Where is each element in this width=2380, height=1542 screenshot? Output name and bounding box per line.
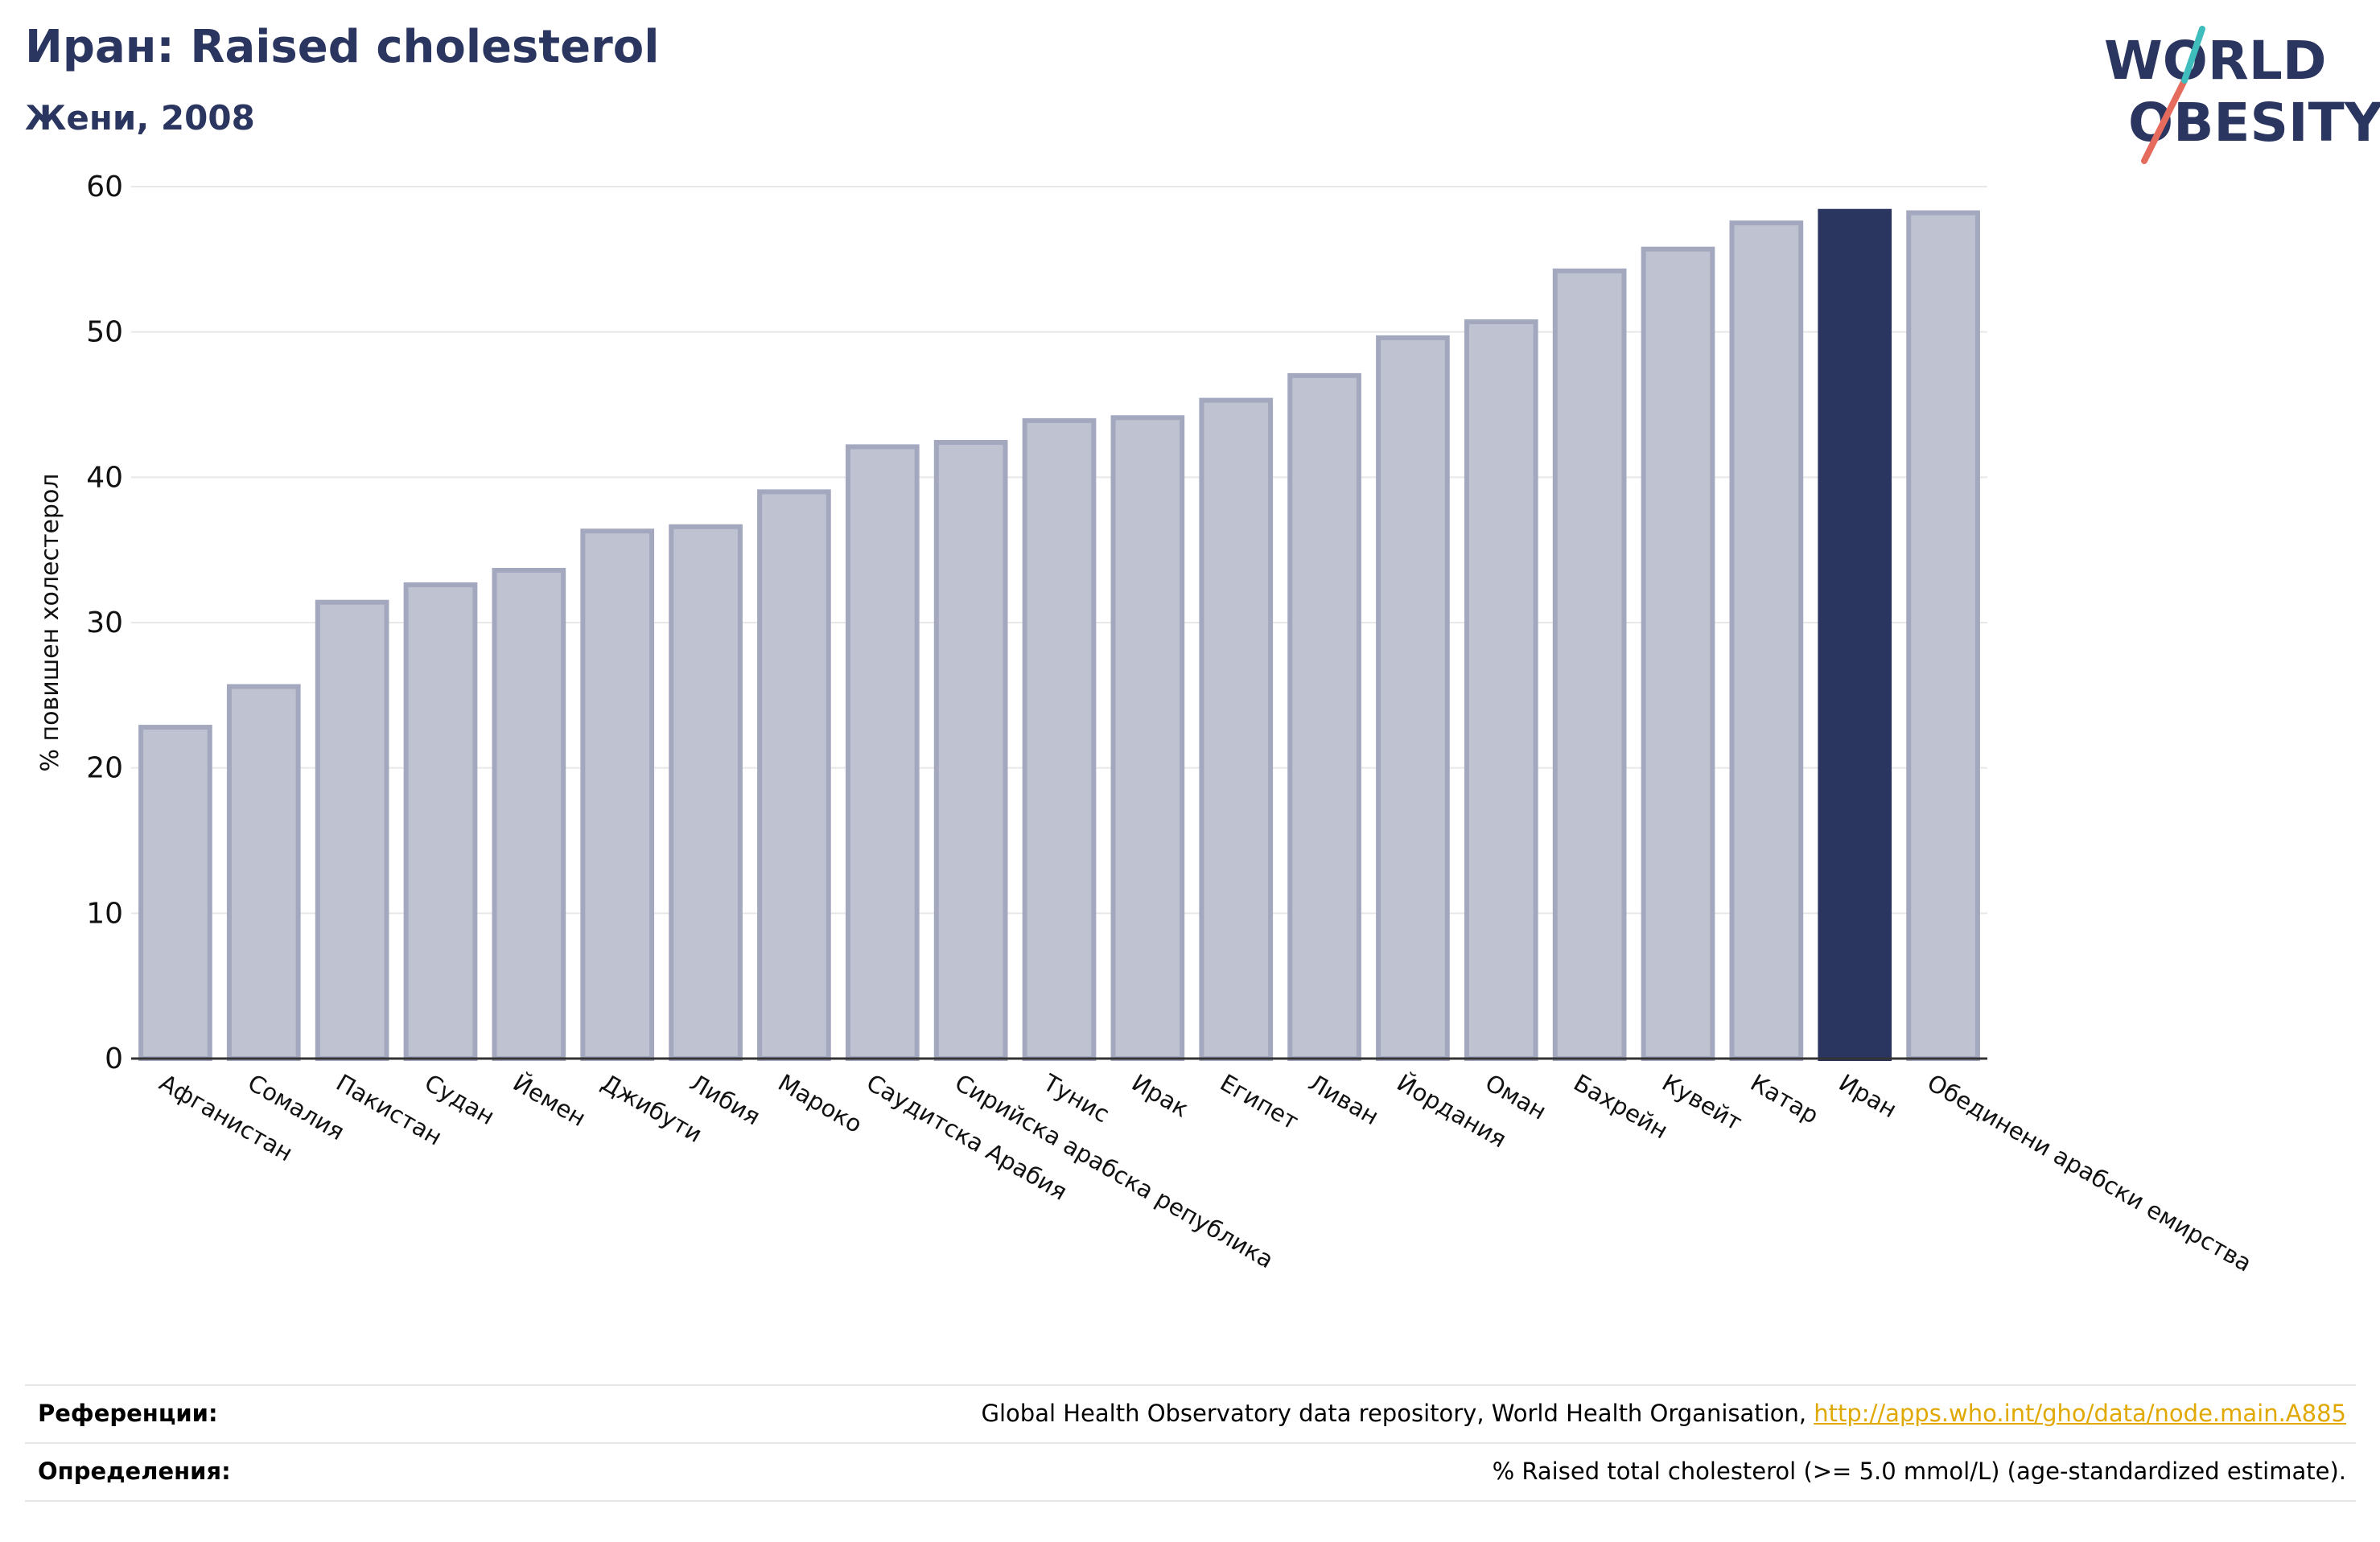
page-title: Иран: Raised cholesterol — [25, 21, 660, 73]
bar-2 — [226, 684, 301, 1061]
references-link[interactable]: http://apps.who.int/gho/data/node.main.A… — [1814, 1400, 2346, 1427]
bar-16 — [1464, 319, 1538, 1061]
world-obesity-logo: WORLD OBESITY — [2104, 24, 2380, 169]
references-label: Референции: — [38, 1400, 218, 1427]
bar-14 — [1287, 372, 1361, 1062]
y-tick-label: 20 — [86, 752, 123, 785]
x-tick-label: Бахрейн — [1569, 1069, 1673, 1145]
definitions-text: % Raised total cholesterol (>= 5.0 mmol/… — [1492, 1458, 2346, 1485]
x-tick-label: Кувейт — [1657, 1069, 1747, 1137]
y-tick-label: 40 — [86, 461, 123, 494]
x-tick-label: Мароко — [773, 1069, 867, 1139]
definitions-label: Определения: — [38, 1458, 231, 1485]
references-source: Global Health Observatory data repositor… — [981, 1400, 1814, 1427]
footer-divider-top — [25, 1384, 2356, 1386]
logo-slash-teal — [2181, 26, 2205, 84]
bar-11 — [1022, 417, 1097, 1061]
bar-18 — [1641, 246, 1715, 1062]
y-tick-label: 30 — [86, 607, 123, 639]
x-tick-label: Катар — [1746, 1069, 1823, 1129]
bar-6 — [580, 528, 655, 1061]
x-tick-label: Джибути — [597, 1069, 707, 1149]
bar-17 — [1552, 268, 1627, 1061]
y-tick-label: 10 — [86, 897, 123, 930]
bar-8 — [757, 489, 831, 1061]
bar-19 — [1729, 220, 1804, 1062]
x-tick-label: Ливан — [1304, 1069, 1384, 1131]
bar-10 — [933, 439, 1008, 1061]
bar-5 — [492, 567, 566, 1061]
y-tick-label: 50 — [86, 316, 123, 349]
logo-line1: WORLD — [2104, 30, 2327, 92]
world-obesity-logo-graphic: WORLD OBESITY — [2104, 26, 2380, 164]
x-tick-label: Египет — [1216, 1069, 1303, 1136]
x-tick-label: Оман — [1480, 1069, 1551, 1125]
bar-9 — [845, 444, 920, 1061]
x-tick-label: Иран — [1834, 1069, 1902, 1124]
footer-references-row: Референции: Global Health Observatory da… — [25, 1387, 2356, 1443]
footer-definitions-row: Определения: % Raised total cholesterol … — [25, 1445, 2356, 1501]
bar-1 — [138, 725, 212, 1062]
references-text: Global Health Observatory data repositor… — [982, 1400, 2346, 1427]
y-tick-label: 60 — [86, 171, 123, 204]
bar-12 — [1110, 415, 1185, 1061]
y-tick-label: 0 — [105, 1042, 123, 1075]
footer-divider-bottom — [25, 1500, 2356, 1502]
bar-13 — [1199, 397, 1274, 1061]
page-subtitle: Жени, 2008 — [25, 98, 255, 138]
bar-7 — [669, 524, 743, 1061]
logo-slash-red — [2141, 77, 2188, 164]
bar-4 — [403, 582, 478, 1061]
x-tick-label: Ирак — [1127, 1069, 1193, 1123]
x-tick-label: Обединени арабски емирства — [1923, 1069, 2257, 1277]
y-axis-label: % повишен холестерол — [36, 474, 64, 772]
x-tick-label: Йемен — [509, 1069, 591, 1133]
bar-21 — [1906, 210, 1980, 1061]
footer-divider-middle — [25, 1442, 2356, 1444]
bar-15 — [1376, 335, 1450, 1062]
bar-20 — [1818, 208, 1892, 1061]
bar-3 — [315, 599, 389, 1061]
